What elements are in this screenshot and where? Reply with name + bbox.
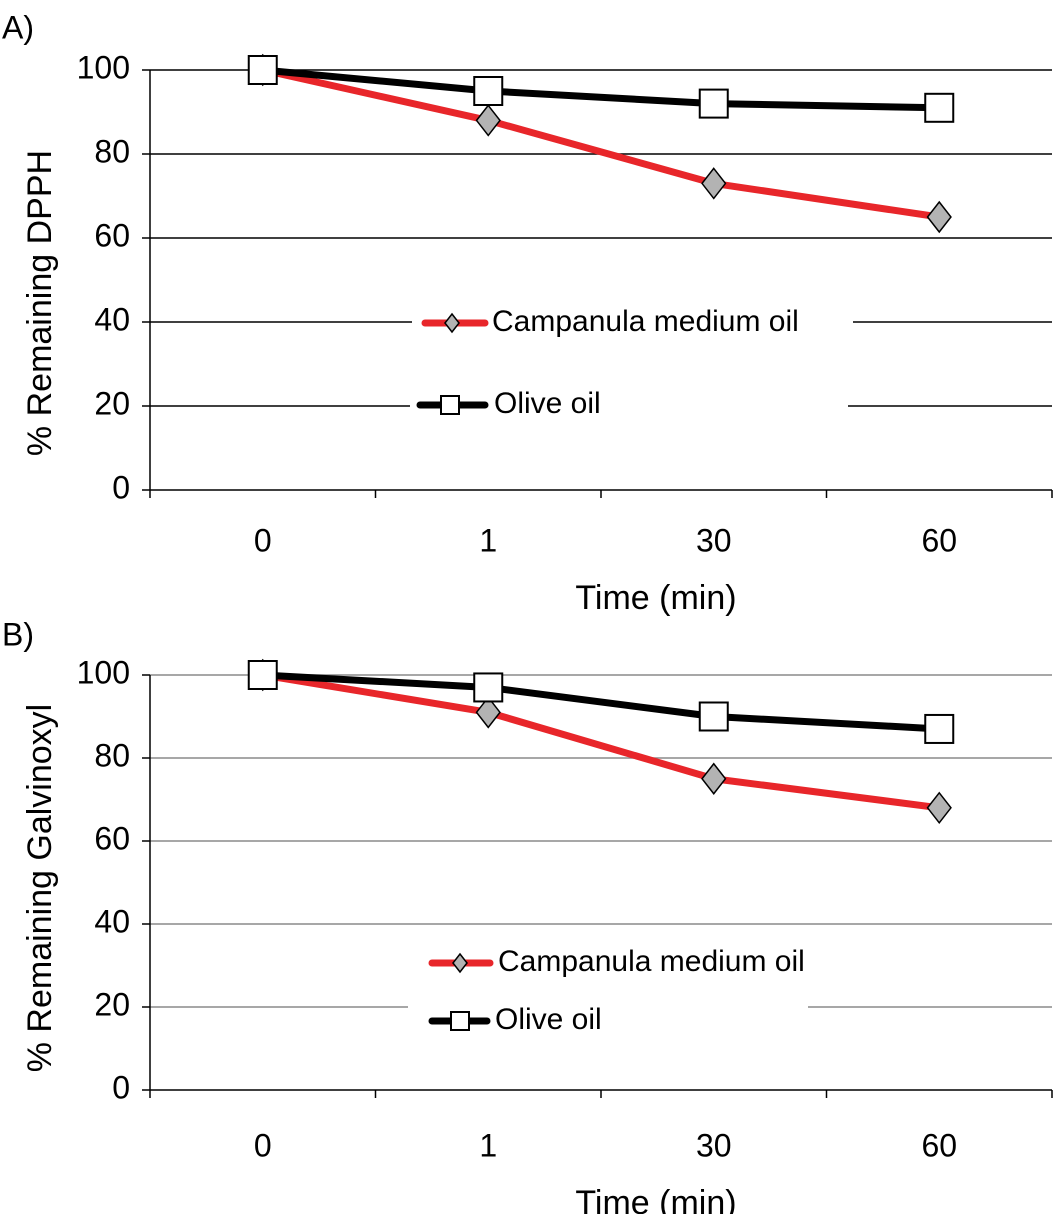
data-point-olive [247, 55, 278, 85]
y-tick-label: 60 [94, 820, 130, 856]
series-line-campanula [259, 66, 943, 221]
legend-label-campanula: Campanula medium oil [498, 945, 805, 978]
chart-panel-a: A) 0 20 40 60 80 100 0 1 30 60 Time (min) % Remainin… [2, 9, 1053, 617]
legend-marker-campanula [444, 312, 460, 334]
data-point-olive [698, 701, 729, 732]
data-point-campanula [701, 167, 727, 200]
y-tick-label: 80 [94, 737, 130, 773]
data-point-olive [473, 76, 504, 106]
series-olive [259, 671, 943, 733]
data-point-campanula [475, 104, 501, 137]
y-tick-label: 40 [94, 301, 130, 337]
data-point-campanula [475, 696, 501, 729]
series-line-olive [259, 671, 943, 733]
y-tick-label: 100 [77, 654, 130, 690]
y-tick-label: 0 [112, 469, 130, 505]
legend-marker-olive [450, 1011, 470, 1031]
y-tick-label: 20 [94, 385, 130, 421]
data-point-olive [924, 92, 955, 123]
x-axis-title: Time (min) [575, 579, 736, 617]
data-point-campanula [701, 762, 727, 795]
y-tick-label: 80 [94, 133, 130, 169]
legend-marker-campanula [452, 952, 468, 974]
data-point-campanula [926, 200, 952, 234]
x-tick-label: 1 [479, 1127, 497, 1163]
series-line-olive [259, 66, 943, 112]
series-campanula [259, 66, 943, 221]
x-tick-label: 30 [696, 1127, 732, 1163]
data-point-olive [247, 660, 278, 690]
data-point-olive [473, 672, 504, 703]
x-axis-title: Time (min) [575, 1184, 736, 1214]
y-tick-label: 0 [112, 1069, 130, 1105]
y-axis-title: % Remaining DPPH [21, 150, 59, 456]
x-tick-label: 1 [479, 522, 497, 558]
x-tick-label: 30 [696, 522, 732, 558]
chart-panel-b: B) 0 20 40 60 80 100 0 1 30 60 Time (min) % Remainin… [2, 616, 1053, 1214]
legend-label-olive: Olive oil [494, 387, 601, 420]
legend-label-olive: Olive oil [495, 1003, 602, 1036]
series-olive [259, 66, 943, 112]
data-point-olive [698, 88, 729, 119]
legend: Campanula medium oil Olive oil [422, 941, 828, 1043]
x-tick-label: 0 [254, 1127, 272, 1163]
x-tick-label: 60 [921, 522, 957, 558]
x-tick-label: 0 [254, 522, 272, 558]
x-tick-label: 60 [921, 1127, 957, 1163]
y-tick-label: 100 [77, 49, 130, 85]
series-campanula [259, 671, 943, 812]
y-tick-label: 20 [94, 986, 130, 1022]
legend-marker-olive [440, 395, 460, 415]
legend: Campanula medium oil Olive oil [410, 301, 822, 427]
legend-label-campanula: Campanula medium oil [492, 305, 799, 338]
y-axis-title: % Remaining Galvinoxyl [21, 704, 59, 1073]
y-tick-label: 40 [94, 903, 130, 939]
panel-label: B) [2, 616, 34, 652]
panel-label: A) [2, 9, 34, 45]
series-line-campanula [259, 671, 943, 812]
data-point-campanula [926, 791, 952, 825]
data-point-olive [924, 713, 955, 744]
y-tick-label: 60 [94, 217, 130, 253]
